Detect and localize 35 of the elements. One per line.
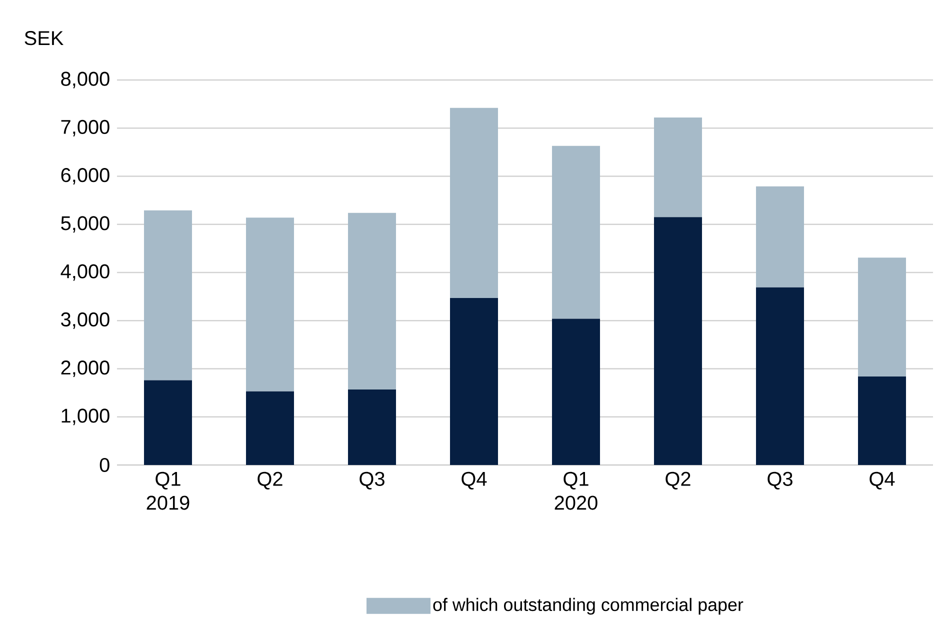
x-tick-label: Q4	[870, 472, 895, 490]
bar	[246, 218, 294, 392]
y-tick-label: 3,000	[61, 312, 110, 329]
x-tick-label: Q3	[768, 472, 792, 490]
x-tick-label: Q2	[666, 472, 690, 490]
bar	[858, 376, 906, 465]
y-tick-label: 5,000	[61, 216, 110, 233]
x-tick-label: Q2	[258, 472, 282, 490]
bar	[144, 210, 192, 380]
bar	[552, 146, 600, 319]
bar	[858, 258, 906, 376]
y-tick-label: 0	[100, 458, 110, 472]
y-tick-label: 4,000	[60, 264, 110, 281]
bar	[348, 212, 396, 390]
bar	[654, 118, 702, 218]
x-tick-label: Q4	[462, 472, 487, 490]
bar	[450, 298, 498, 465]
x-tick-label: Q1 2020	[554, 472, 598, 510]
bar	[552, 318, 600, 465]
bar	[654, 217, 702, 465]
y-tick-label: 7,000	[61, 120, 110, 136]
x-tick-label: Q3	[360, 472, 384, 490]
legend-label: of which outstanding commercial paper	[433, 598, 744, 615]
y-tick-label: 2,000	[61, 360, 110, 377]
bar	[144, 380, 192, 465]
bar	[756, 287, 804, 465]
y-axis-title: SEK	[24, 31, 64, 46]
y-tick-label: 6,000	[61, 168, 110, 184]
bar	[348, 389, 396, 465]
y-tick-label: 8,000	[61, 72, 110, 88]
bar	[756, 186, 804, 288]
bar	[450, 108, 498, 298]
x-tick-label: Q1 2019	[146, 472, 190, 510]
y-tick-label: 1,000	[62, 408, 110, 426]
bar	[246, 391, 294, 465]
